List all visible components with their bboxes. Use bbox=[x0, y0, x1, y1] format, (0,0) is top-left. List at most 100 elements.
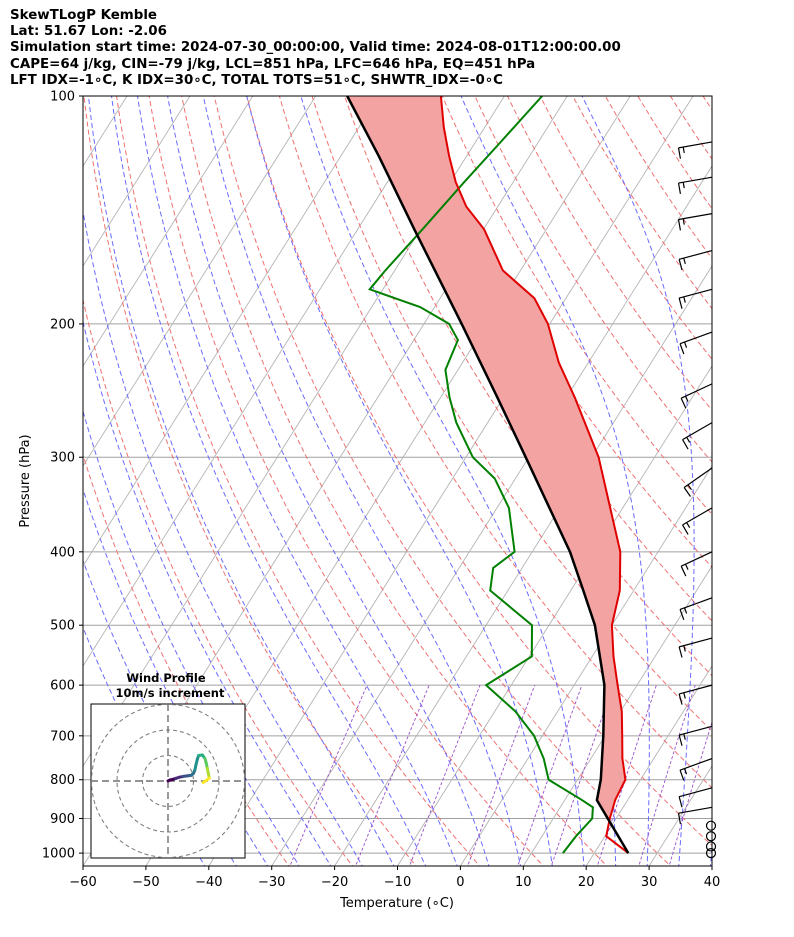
mixing-ratio-line bbox=[467, 684, 536, 866]
dry-adiabat-line bbox=[441, 96, 712, 515]
barb-shaft bbox=[679, 249, 713, 260]
dry-adiabat-line bbox=[725, 80, 794, 869]
barb-feather bbox=[678, 259, 683, 271]
barb-feather bbox=[682, 524, 689, 535]
barb-shaft bbox=[679, 597, 713, 610]
wind-barb bbox=[678, 637, 713, 658]
y-tick-label: 800 bbox=[50, 773, 75, 788]
y-tick-label: 600 bbox=[50, 679, 75, 694]
wind-barb bbox=[678, 288, 713, 309]
barb-feather bbox=[678, 796, 683, 808]
moist-adiabat-line bbox=[110, 96, 427, 866]
barb-feather bbox=[683, 733, 686, 740]
barb-feather bbox=[677, 219, 682, 231]
hodograph-trace-segment bbox=[201, 778, 208, 785]
barb-shaft bbox=[683, 467, 713, 489]
y-axis-label: Pressure (hPa) bbox=[18, 434, 33, 527]
wind-barb bbox=[678, 249, 713, 271]
calm-barb bbox=[705, 848, 717, 859]
dry-adiabat-line bbox=[311, 96, 712, 732]
wind-barb bbox=[677, 806, 713, 825]
moist-adiabat-line bbox=[167, 96, 490, 866]
dry-adiabat-line bbox=[181, 96, 608, 866]
moist-adiabat-line bbox=[709, 844, 712, 866]
moist-adiabat-line bbox=[136, 96, 458, 866]
dry-adiabat-line bbox=[757, 80, 794, 869]
plot-area bbox=[83, 61, 794, 869]
barb-shaft bbox=[679, 725, 713, 736]
barb-shaft bbox=[682, 507, 713, 526]
isotherm-line bbox=[208, 96, 694, 866]
isotherm-line bbox=[460, 465, 712, 866]
barb-feather bbox=[686, 436, 691, 443]
dry-adiabat-line bbox=[539, 96, 712, 360]
mixing-ratio-line bbox=[638, 684, 696, 866]
moist-adiabat-line bbox=[83, 319, 332, 866]
wind-barb bbox=[679, 331, 713, 355]
x-tick-label: −20 bbox=[321, 875, 348, 890]
barb-feather bbox=[683, 257, 686, 265]
dry-adiabat-line bbox=[278, 96, 712, 789]
isotherm-line bbox=[271, 165, 712, 866]
barb-shaft bbox=[680, 383, 713, 399]
y-tick-label: 500 bbox=[50, 619, 75, 634]
location-line: Lat: 51.67 Lon: -2.06 bbox=[10, 24, 167, 40]
barb-feather bbox=[678, 734, 683, 746]
isotherm-line bbox=[711, 865, 712, 866]
barb-shaft bbox=[679, 331, 713, 345]
barb-feather bbox=[677, 147, 682, 159]
wind-barb bbox=[683, 467, 713, 497]
wind-barb bbox=[680, 383, 713, 409]
x-tick-label: −40 bbox=[195, 875, 222, 890]
moist-adiabat-line bbox=[83, 626, 206, 866]
chart-title: SkewTLogP Kemble bbox=[10, 8, 158, 23]
isotherm-line bbox=[775, 61, 794, 866]
y-tick-label: 200 bbox=[50, 317, 75, 332]
isotherm-line bbox=[83, 96, 317, 467]
y-tick-label: 100 bbox=[50, 90, 75, 105]
dry-adiabat-line bbox=[83, 297, 354, 866]
barb-feather bbox=[678, 646, 683, 658]
barb-feather bbox=[683, 645, 686, 652]
temperature-profile-line bbox=[439, 96, 629, 854]
isotherm-line bbox=[83, 96, 191, 267]
mixing-ratio-line bbox=[355, 684, 430, 866]
wind-barb bbox=[678, 725, 713, 746]
dry-adiabat-line bbox=[213, 96, 672, 866]
mixing-ratio-line bbox=[550, 684, 614, 866]
barb-feather bbox=[678, 297, 683, 309]
barb-feather bbox=[679, 343, 685, 355]
isotherm-line bbox=[83, 96, 380, 567]
chart-header: SkewTLogP Kemble Lat: 51.67 Lon: -2.06 S… bbox=[10, 8, 621, 89]
wind-barb bbox=[680, 551, 713, 577]
moist-adiabat-line bbox=[202, 96, 522, 866]
hodograph-subtitle: 10m/s increment bbox=[116, 686, 225, 700]
dry-adiabat-line bbox=[83, 96, 417, 866]
isotherm-line bbox=[83, 96, 443, 667]
wind-barbs bbox=[677, 141, 717, 859]
y-axis-ticks: 1000 900 800 700 600 500 400 300 200 100 bbox=[42, 90, 83, 862]
mixing-ratio-line bbox=[668, 720, 712, 866]
barb-feather bbox=[682, 439, 689, 450]
barb-feather bbox=[682, 218, 685, 225]
wind-barb bbox=[678, 684, 713, 705]
hodograph-inset: Wind Profile 10m/s increment bbox=[90, 671, 246, 859]
barb-shaft bbox=[679, 288, 713, 299]
dry-adiabat-line bbox=[669, 96, 712, 160]
barb-feather bbox=[679, 609, 685, 620]
barb-feather bbox=[682, 146, 685, 154]
dry-adiabat-line bbox=[702, 96, 712, 111]
hodograph-title: Wind Profile bbox=[126, 671, 206, 685]
barb-feather bbox=[686, 522, 691, 529]
barb-shaft bbox=[679, 684, 713, 695]
barb-shaft bbox=[678, 806, 713, 814]
wind-barb bbox=[677, 176, 713, 195]
x-tick-label: 40 bbox=[704, 875, 721, 890]
barb-feather bbox=[678, 693, 683, 705]
dry-adiabat-line bbox=[409, 96, 712, 568]
x-tick-label: −10 bbox=[384, 875, 411, 890]
moist-adiabat-line bbox=[581, 96, 695, 866]
wind-barb bbox=[677, 213, 713, 231]
barb-feather bbox=[680, 565, 687, 577]
